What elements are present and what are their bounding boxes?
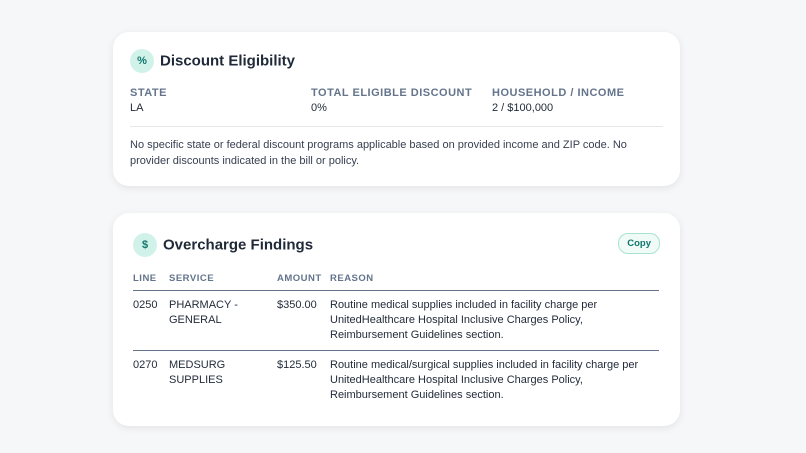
field-label: TOTAL ELIGIBLE DISCOUNT [311, 87, 473, 99]
cell: PHARMACY - GENERAL [169, 299, 238, 326]
column-header: LINE [133, 273, 169, 291]
cell: Routine medical/surgical supplies includ… [330, 350, 659, 410]
cell: 0250 [133, 299, 158, 311]
cell: 0270 [133, 350, 169, 410]
finding-row: 0250 PHARMACY - GENERAL $350.00 Routine med… [133, 291, 659, 351]
field-label: HOUSEHOLD / INCOME [492, 87, 625, 99]
copy-button[interactable]: Copy [618, 233, 660, 254]
table-body: 0250 PHARMACY - GENERAL $350.00 Routine med… [133, 291, 659, 410]
card-title: Overcharge Findings [163, 236, 314, 254]
cell: $350.00 [277, 299, 317, 311]
findings-card: $ Overcharge Findings Copy LINE SERVICE AMO… [113, 213, 680, 426]
fields: STATE LA TOTAL ELIGIBLE DISCOUNT 0% HOUSEH… [130, 87, 663, 127]
field-label: STATE [130, 87, 167, 99]
card-title: Discount Eligibility [160, 52, 296, 70]
field: HOUSEHOLD / INCOME 2 / $100,000 [492, 87, 624, 114]
finding-row: 0270 MEDSURG SUPPLIES $125.50 Routine medic… [133, 350, 659, 410]
field-value: LA [130, 102, 144, 114]
field-value: 2 / $100,000 [492, 102, 554, 114]
field-value: 0% [311, 102, 327, 114]
findings-table: LINE SERVICE AMOUNT REASON 0250 PHARMACY - G… [133, 273, 659, 410]
cell: Routine medical supplies included in fac… [330, 299, 598, 341]
header-row: LINE SERVICE AMOUNT REASON [133, 273, 659, 291]
icon: $ [133, 233, 157, 257]
column-header: REASON [330, 273, 659, 291]
field: TOTAL ELIGIBLE DISCOUNT 0% [311, 87, 492, 114]
cell: MEDSURG SUPPLIES [169, 350, 277, 410]
discount-card: % Discount Eligibility STATE LA TOTAL ELIG… [113, 32, 680, 186]
cell: $125.50 [277, 350, 330, 410]
note: No specific state or federal discount pr… [130, 139, 627, 167]
column-header: SERVICE [169, 273, 277, 291]
column-header: AMOUNT [277, 273, 330, 291]
icon: % [130, 49, 154, 73]
field: STATE LA [130, 87, 311, 114]
